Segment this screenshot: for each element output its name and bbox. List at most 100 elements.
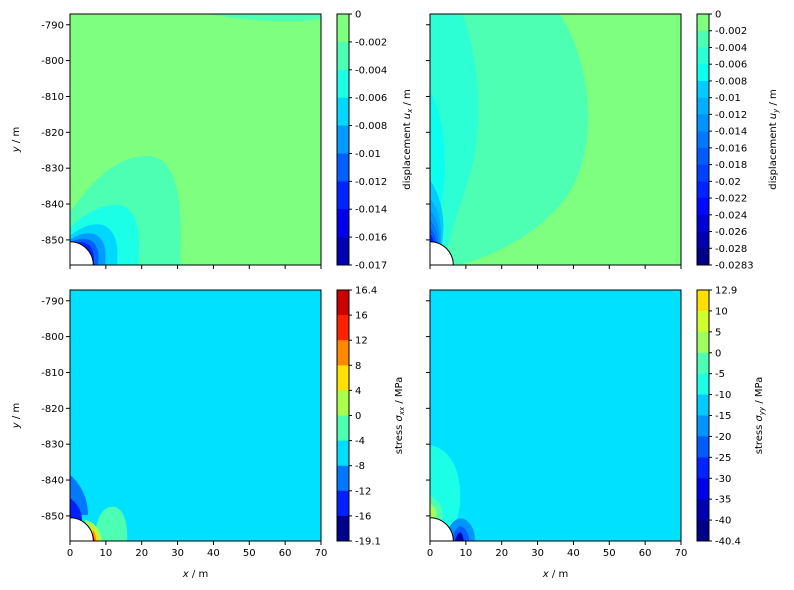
- colorbar-swatch: [697, 436, 709, 458]
- colorbar-tick-label: -0.002: [715, 26, 747, 37]
- colorbar-swatch: [697, 64, 709, 82]
- colorbar-tick-label: -0.016: [715, 143, 747, 154]
- y-tick-label: -820: [41, 404, 64, 415]
- x-tick-label: 70: [675, 548, 688, 559]
- axes-frame: [69, 13, 322, 266]
- y-axis-label: y / m: [11, 403, 22, 429]
- panel-displacement-uy: [426, 13, 682, 269]
- colorbar-tick-label: -0.008: [715, 76, 747, 87]
- colorbar-swatch: [337, 465, 349, 492]
- y-tick-label: -840: [41, 476, 64, 487]
- colorbar-tick-label: -0.018: [715, 160, 747, 171]
- colorbar-tick-label: -12: [355, 486, 371, 497]
- field-background: [430, 290, 681, 541]
- colorbar-swatch: [337, 69, 349, 99]
- contour-band: [430, 14, 479, 265]
- x-tick-label: 10: [459, 548, 472, 559]
- colorbar-label: displacement ux / m: [402, 89, 414, 190]
- colorbar-swatch: [337, 490, 349, 517]
- colorbar-swatch: [697, 394, 709, 416]
- panel-stress-sxx: 0 10 20 30 40 50 60 70 -790 -800 -810 -820 -830 -840 -…: [11, 289, 327, 580]
- y-tick-label: -790: [41, 296, 64, 307]
- x-tick-label: 40: [207, 548, 220, 559]
- y-tick-label: -790: [41, 20, 64, 31]
- colorbar-swatch: [337, 440, 349, 467]
- colorbar-swatch: [337, 515, 349, 542]
- colorbar-swatch: [337, 41, 349, 71]
- x-tick-label: 20: [135, 548, 148, 559]
- colorbar-tick-label: -15: [715, 411, 731, 422]
- colorbar-swatch: [337, 340, 349, 366]
- contour-band: [70, 498, 82, 520]
- colorbar-tick-label: -0.012: [715, 110, 747, 121]
- colorbar-tick-label: -0.012: [355, 177, 387, 188]
- colorbar-swatch: [697, 30, 709, 48]
- colorbar-swatch: [697, 499, 709, 521]
- colorbar-tick-label: -19.1: [355, 537, 381, 548]
- colorbar-tick-label: 0: [355, 10, 361, 21]
- contour-field: [430, 14, 681, 265]
- colorbar-tick-label: -40.4: [715, 537, 741, 548]
- colorbar-swatch: [697, 147, 709, 166]
- x-tick-label: 50: [603, 548, 616, 559]
- colorbar-swatch: [697, 457, 709, 479]
- colorbar-swatch: [337, 415, 349, 442]
- colorbar-swatch: [697, 331, 709, 354]
- contour-band: [455, 532, 464, 541]
- colorbar-label: stress σyy / MPa: [754, 377, 766, 455]
- colorbar-swatch: [697, 415, 709, 437]
- contour-band: [430, 504, 437, 518]
- colorbar-swatch: [697, 198, 709, 216]
- axes-frame: [429, 289, 682, 542]
- colorbar-tick-label: -8: [355, 461, 365, 472]
- colorbar-sxx: 16.4 16 12 8 4 0 -4 -8 -12 -16 -19.1 stress σxx / M…: [336, 286, 406, 548]
- contour-band: [208, 14, 321, 22]
- x-tick-label: 10: [99, 548, 112, 559]
- y-tick-label: -810: [41, 92, 64, 103]
- colorbar-tick-label: -0.014: [715, 127, 747, 138]
- y-tick-label: -800: [41, 56, 64, 67]
- y-axis-label: y / m: [11, 127, 22, 153]
- x-tick-label: 60: [279, 548, 292, 559]
- colorbar-swatch: [697, 131, 709, 149]
- colorbar-swatch: [697, 14, 709, 32]
- contour-field: [430, 290, 681, 541]
- colorbar-tick-label: -30: [715, 474, 731, 485]
- axis-ticks: -790 -800 -810 -820 -830 -840 -850 y / m: [11, 20, 322, 269]
- colorbar-swatch: [337, 390, 349, 416]
- colorbar-swatch: [697, 373, 709, 396]
- colorbar-tick-label: -4: [355, 436, 365, 447]
- x-tick-label: 40: [567, 548, 580, 559]
- colorbar-ux: 0 -0.002 -0.004 -0.006 -0.008 -0.01 -0.012 -0.0…: [336, 10, 414, 272]
- contour-band: [95, 506, 128, 541]
- colorbar-swatch: [697, 214, 709, 233]
- x-tick-label: 30: [531, 548, 544, 559]
- colorbar-swatch: [337, 237, 349, 266]
- colorbar-uy: 0 -0.002 -0.004 -0.006 -0.008 -0.01 -0.012 -0.0…: [696, 10, 780, 272]
- y-tick-label: -850: [41, 511, 64, 522]
- colorbar-tick-label: -16: [355, 511, 371, 522]
- colorbar-swatch: [697, 97, 709, 115]
- colorbar-tick-label: -0.004: [355, 65, 387, 76]
- colorbar-swatch: [337, 14, 349, 43]
- colorbar-tick-label: -0.024: [715, 210, 747, 221]
- colorbar-swatch: [337, 365, 349, 391]
- colorbar-tick-label: -0.022: [715, 194, 747, 205]
- axis-ticks: 0 10 20 30 40 50 60 70 -790 -800 -810 -820 -830 -840 -…: [11, 296, 327, 580]
- x-tick-label: 70: [315, 548, 328, 559]
- colorbar-swatch: [697, 290, 709, 312]
- colorbar-tick-label: 16.4: [355, 286, 377, 297]
- colorbar-tick-label: -0.008: [355, 121, 387, 132]
- y-tick-label: -810: [41, 368, 64, 379]
- x-tick-label: 0: [427, 548, 433, 559]
- colorbar-tick-label: -0.002: [355, 37, 387, 48]
- x-tick-label: 60: [639, 548, 652, 559]
- colorbar-label: displacement uy / m: [768, 89, 780, 190]
- colorbar-tick-label: 10: [715, 306, 728, 317]
- colorbar-swatch: [337, 315, 349, 341]
- colorbar-swatch: [337, 125, 349, 154]
- colorbar-swatch: [337, 181, 349, 210]
- x-tick-label: 30: [171, 548, 184, 559]
- contour-field: [70, 290, 321, 541]
